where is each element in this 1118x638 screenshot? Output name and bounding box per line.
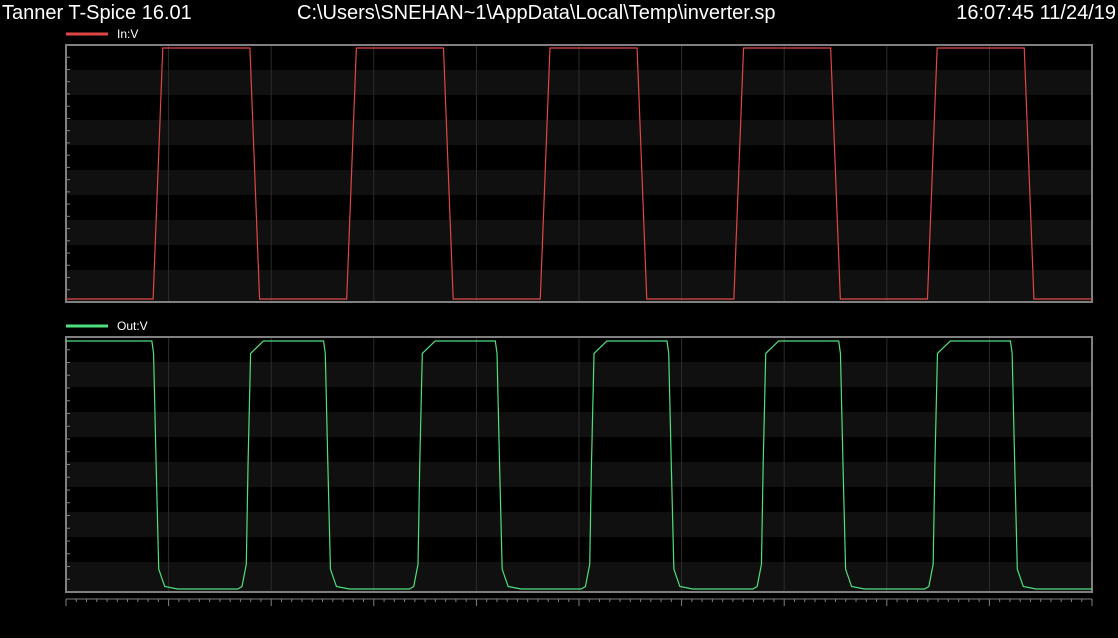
plot-frame (65, 44, 1093, 303)
in-voltage-chart: In:V (65, 27, 1093, 303)
file-path: C:\Users\SNEHAN~1\AppData\Local\Temp\inv… (297, 2, 776, 24)
time-axis (65, 598, 1093, 606)
out-voltage-chart: Out:V (65, 319, 1093, 593)
series-line-in-v (66, 47, 1092, 300)
plot-frame (65, 336, 1093, 593)
title-bar: Tanner T-Spice 16.01 C:\Users\SNEHAN~1\A… (0, 0, 1118, 26)
timestamp: 16:07:45 11/24/19 (956, 2, 1116, 24)
legend-label: In:V (117, 27, 138, 41)
app-title: Tanner T-Spice 16.01 (2, 2, 192, 24)
legend-label: Out:V (117, 319, 148, 333)
series-line-out-v (66, 340, 1092, 590)
